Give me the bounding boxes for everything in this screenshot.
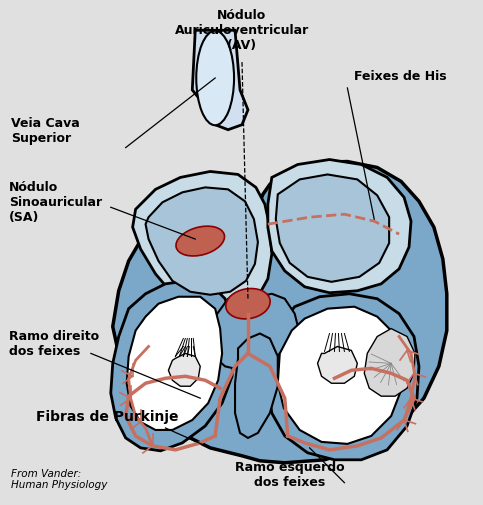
Text: Nódulo
Auriculoventricular
(AV): Nódulo Auriculoventricular (AV) — [175, 10, 309, 53]
Text: Ramo direito
dos feixes: Ramo direito dos feixes — [9, 330, 99, 358]
Polygon shape — [364, 329, 415, 396]
Polygon shape — [111, 281, 235, 451]
Polygon shape — [169, 354, 200, 386]
Ellipse shape — [226, 289, 270, 319]
Text: Feixes de His: Feixes de His — [355, 69, 447, 82]
Ellipse shape — [176, 227, 225, 257]
Text: Ramo esquerdo
dos feixes: Ramo esquerdo dos feixes — [235, 460, 344, 488]
Text: From Vander:
Human Physiology: From Vander: Human Physiology — [11, 468, 108, 489]
Polygon shape — [317, 347, 357, 383]
Polygon shape — [268, 294, 419, 460]
Polygon shape — [276, 175, 389, 282]
Text: Fibras de Purkinje: Fibras de Purkinje — [36, 409, 179, 423]
Text: Veia Cava
Superior: Veia Cava Superior — [11, 117, 80, 144]
Text: Nódulo
Sinoauricular
(SA): Nódulo Sinoauricular (SA) — [9, 180, 102, 223]
Polygon shape — [192, 31, 248, 130]
Polygon shape — [133, 172, 272, 311]
Ellipse shape — [196, 32, 234, 126]
Polygon shape — [113, 162, 447, 463]
Polygon shape — [208, 294, 299, 371]
Polygon shape — [268, 160, 411, 293]
Polygon shape — [235, 334, 278, 438]
Polygon shape — [145, 188, 258, 295]
Polygon shape — [127, 297, 222, 430]
Polygon shape — [278, 307, 403, 444]
